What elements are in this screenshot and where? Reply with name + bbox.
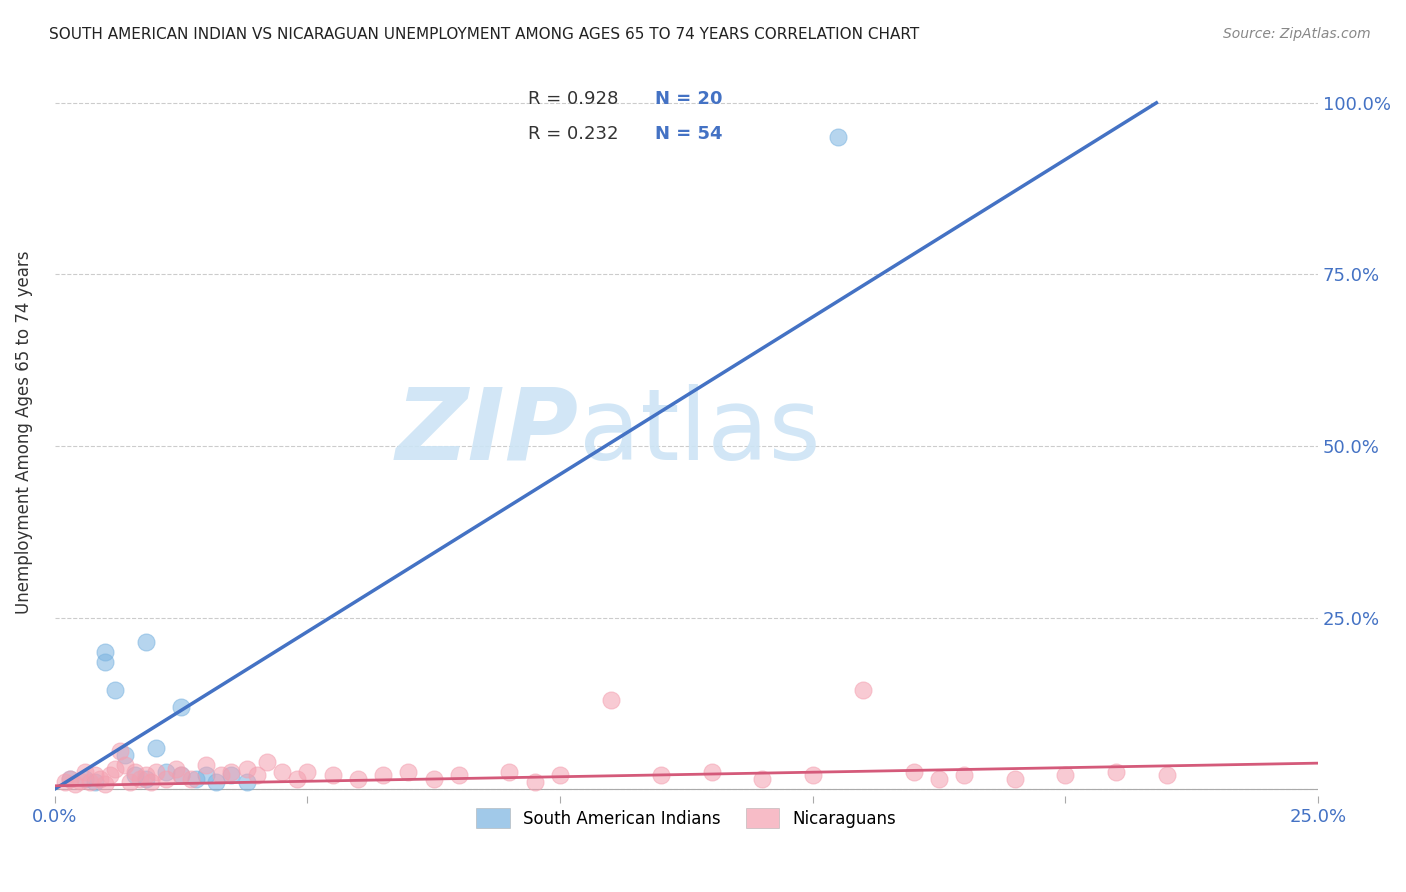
Point	[1054, 768, 1077, 782]
Point	[124, 765, 146, 780]
Point	[104, 762, 127, 776]
Point	[145, 765, 167, 780]
Point	[104, 682, 127, 697]
Point	[221, 765, 243, 780]
Point	[396, 765, 419, 780]
Point	[246, 768, 269, 782]
Point	[205, 775, 228, 789]
Point	[195, 768, 218, 782]
Point	[903, 765, 925, 780]
Point	[94, 655, 117, 669]
Text: ZIP: ZIP	[396, 384, 579, 481]
Point	[69, 774, 91, 789]
Text: N = 54: N = 54	[655, 125, 723, 143]
Point	[523, 775, 546, 789]
Point	[145, 741, 167, 756]
Y-axis label: Unemployment Among Ages 65 to 74 years: Unemployment Among Ages 65 to 74 years	[15, 251, 32, 614]
Point	[165, 762, 187, 776]
Point	[346, 772, 368, 786]
Point	[650, 768, 672, 782]
Point	[155, 772, 177, 786]
Point	[1156, 768, 1178, 782]
Text: atlas: atlas	[579, 384, 821, 481]
Text: Source: ZipAtlas.com: Source: ZipAtlas.com	[1223, 27, 1371, 41]
Point	[700, 765, 723, 780]
Text: N = 20: N = 20	[655, 90, 723, 108]
Point	[59, 772, 82, 786]
Point	[124, 768, 146, 782]
Point	[73, 772, 96, 786]
Point	[209, 768, 232, 782]
Text: SOUTH AMERICAN INDIAN VS NICARAGUAN UNEMPLOYMENT AMONG AGES 65 TO 74 YEARS CORRE: SOUTH AMERICAN INDIAN VS NICARAGUAN UNEM…	[49, 27, 920, 42]
Point	[89, 772, 111, 786]
Legend: South American Indians, Nicaraguans: South American Indians, Nicaraguans	[470, 801, 903, 835]
Point	[184, 772, 207, 786]
Point	[235, 775, 257, 789]
Point	[371, 768, 394, 782]
Point	[134, 768, 156, 782]
Text: R = 0.232: R = 0.232	[529, 125, 619, 143]
Point	[297, 765, 319, 780]
Point	[852, 682, 875, 697]
Point	[170, 699, 193, 714]
Point	[94, 777, 117, 791]
Point	[599, 693, 621, 707]
Point	[447, 768, 470, 782]
Point	[801, 768, 824, 782]
Point	[221, 768, 243, 782]
Point	[235, 762, 257, 776]
Point	[170, 768, 193, 782]
Point	[170, 768, 193, 782]
Point	[953, 768, 976, 782]
Point	[63, 777, 86, 791]
Point	[84, 768, 107, 782]
Point	[271, 765, 294, 780]
Point	[120, 775, 142, 789]
Point	[928, 772, 950, 786]
Point	[498, 765, 520, 780]
Point	[422, 772, 444, 786]
Point	[180, 772, 202, 786]
Point	[73, 765, 96, 780]
Point	[79, 775, 101, 789]
Point	[827, 130, 849, 145]
Point	[114, 747, 136, 762]
Point	[129, 772, 152, 786]
Point	[256, 755, 278, 769]
Point	[134, 634, 156, 648]
Point	[195, 758, 218, 772]
Point	[53, 775, 76, 789]
Point	[84, 775, 107, 789]
Point	[751, 772, 773, 786]
Point	[1105, 765, 1128, 780]
Point	[155, 765, 177, 780]
Point	[139, 775, 162, 789]
Point	[114, 758, 136, 772]
Point	[285, 772, 308, 786]
Point	[110, 744, 132, 758]
Point	[548, 768, 571, 782]
Point	[322, 768, 344, 782]
Point	[59, 772, 82, 786]
Point	[1004, 772, 1026, 786]
Point	[134, 772, 156, 786]
Point	[94, 645, 117, 659]
Point	[98, 768, 121, 782]
Text: R = 0.928: R = 0.928	[529, 90, 619, 108]
